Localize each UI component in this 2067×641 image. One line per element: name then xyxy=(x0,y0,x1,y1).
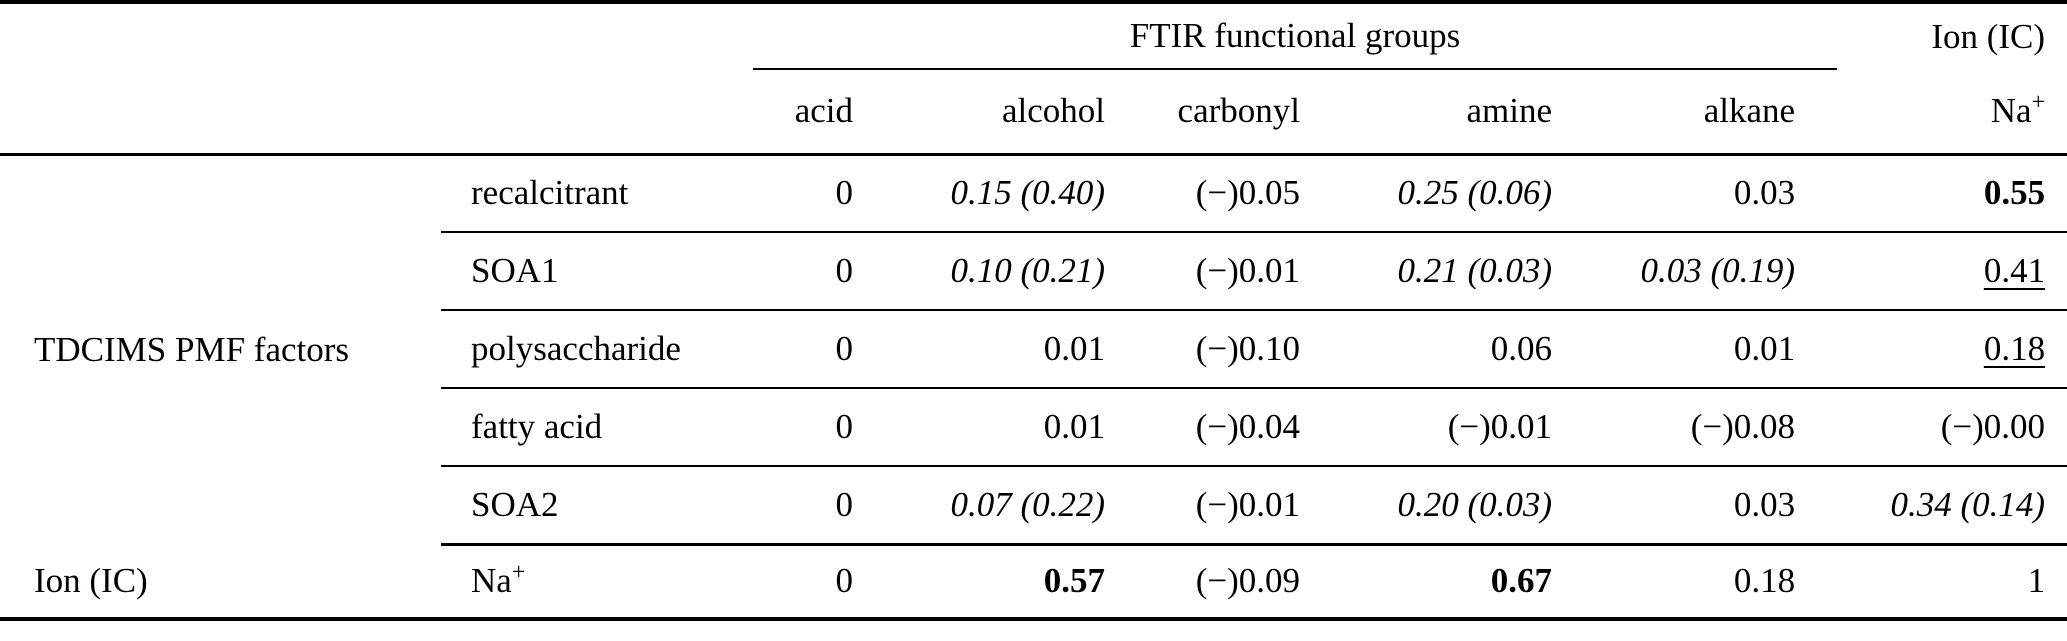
col-header-alkane: alkane xyxy=(1570,69,1838,156)
row-label: polysaccharide xyxy=(441,310,753,389)
value-cell: 0 xyxy=(753,310,871,389)
row-label-text: polysaccharide xyxy=(471,329,681,368)
value-cell: 1 xyxy=(2027,561,2046,601)
value-cell: (−)0.01 xyxy=(1318,388,1570,467)
value-cell: 0.20 (0.03) xyxy=(1318,466,1570,546)
value-cell: 0.07 (0.22) xyxy=(871,466,1123,546)
table-header-row-columns: acid alcohol carbonyl amine alkane Na+ xyxy=(0,69,2067,156)
na-superscript-plus: + xyxy=(2031,89,2046,116)
col-header-amine: amine xyxy=(1318,69,1570,156)
value-cell: (−)0.04 xyxy=(1123,388,1318,467)
value-cell: 0 xyxy=(753,232,871,311)
factor-row: fatty acid 0 0.01 (−)0.04 (−)0.01 (−)0.08 (−)0… xyxy=(0,388,2067,467)
row-label: fatty acid xyxy=(441,388,753,467)
row-label: Na+ xyxy=(441,544,753,619)
row-label-text: Na xyxy=(471,561,512,601)
value-cell: 0 xyxy=(753,388,871,467)
value-cell: 0.25 (0.06) xyxy=(1318,154,1570,233)
row-label-superscript: + xyxy=(511,559,526,586)
ion-ic-header: Ion (IC) xyxy=(1931,16,2046,56)
row-label-text: recalcitrant xyxy=(471,173,629,213)
factor-row: SOA2 0 0.07 (0.22) (−)0.01 0.20 (0.03) 0.03 0.… xyxy=(0,466,2067,546)
row-label-text: fatty acid xyxy=(471,407,603,446)
correlation-table: FTIR functional groups Ion (IC) acid alc… xyxy=(0,0,2067,621)
value-cell: 0.18 xyxy=(1733,561,1796,601)
value-cell: 0.01 xyxy=(871,388,1123,467)
value-cell: 0.06 xyxy=(1318,310,1570,389)
row-group-label: TDCIMS PMF factors xyxy=(34,329,350,369)
value-cell: 0.03 xyxy=(1570,466,1838,546)
value-cell: 0.55 xyxy=(1837,154,2067,233)
value-cell: (−)0.08 xyxy=(1570,388,1838,467)
col-header-na: Na+ xyxy=(1837,69,2067,156)
row-label: SOA2 xyxy=(441,466,753,546)
value-cell: (−)0.10 xyxy=(1123,310,1318,389)
value-cell: 0.01 xyxy=(1570,310,1838,389)
row-group-label: Ion (IC) xyxy=(34,560,148,600)
value-cell: 0 xyxy=(753,466,871,546)
col-header-alcohol: alcohol xyxy=(871,69,1123,156)
factor-row: polysaccharide 0 0.01 (−)0.10 0.06 0.01 0.18 xyxy=(0,310,2067,389)
header-spacer xyxy=(0,2,753,69)
col-header-acid: acid xyxy=(753,69,871,156)
value-cell: (−)0.09 xyxy=(1195,561,1300,601)
value-cell: 0.15 (0.40) xyxy=(871,154,1123,233)
ion-row: Ion (IC) Na+ 0 0.57 (−)0.09 0.67 0.18 1 xyxy=(0,544,2067,619)
value-cell: 0.03 (0.19) xyxy=(1570,232,1838,311)
value-cell: 0.67 xyxy=(1490,561,1552,601)
na-label: Na xyxy=(1990,90,2032,130)
row-label: SOA1 xyxy=(441,232,753,311)
factor-row: TDCIMS PMF factors recalcitrant 0 0.15 (0.4… xyxy=(0,154,2067,369)
value-cell: 0.21 (0.03) xyxy=(1318,232,1570,311)
value-cell: 0.41 xyxy=(1837,232,2067,311)
value-cell: 0.34 (0.14) xyxy=(1837,466,2067,546)
value-cell: (−)0.01 xyxy=(1123,232,1318,311)
value-cell: 0.01 xyxy=(871,310,1123,389)
value-cell: 0.57 xyxy=(1043,561,1105,601)
col-header-carbonyl: carbonyl xyxy=(1123,69,1318,156)
value-cell: 0.18 xyxy=(1837,310,2067,389)
value-cell: (−)0.00 xyxy=(1837,388,2067,467)
header-spacer xyxy=(0,69,441,156)
value-cell: 0 xyxy=(835,561,854,601)
value-cell: (−)0.05 xyxy=(1123,154,1318,233)
value-cell: 0.10 (0.21) xyxy=(871,232,1123,311)
row-label-text: SOA2 xyxy=(471,484,559,524)
value-cell: 0.03 xyxy=(1570,154,1838,233)
row-label: recalcitrant xyxy=(441,154,753,233)
factor-row: SOA1 0 0.10 (0.21) (−)0.01 0.21 (0.03) 0.03 (… xyxy=(0,232,2067,311)
row-label-text: SOA1 xyxy=(471,251,559,290)
ftir-functional-groups-header: FTIR functional groups xyxy=(753,2,1838,70)
header-spacer xyxy=(441,69,753,156)
table-header-row-groups: FTIR functional groups Ion (IC) xyxy=(0,2,2067,70)
value-cell: 0 xyxy=(753,154,871,233)
value-cell: (−)0.01 xyxy=(1123,466,1318,546)
